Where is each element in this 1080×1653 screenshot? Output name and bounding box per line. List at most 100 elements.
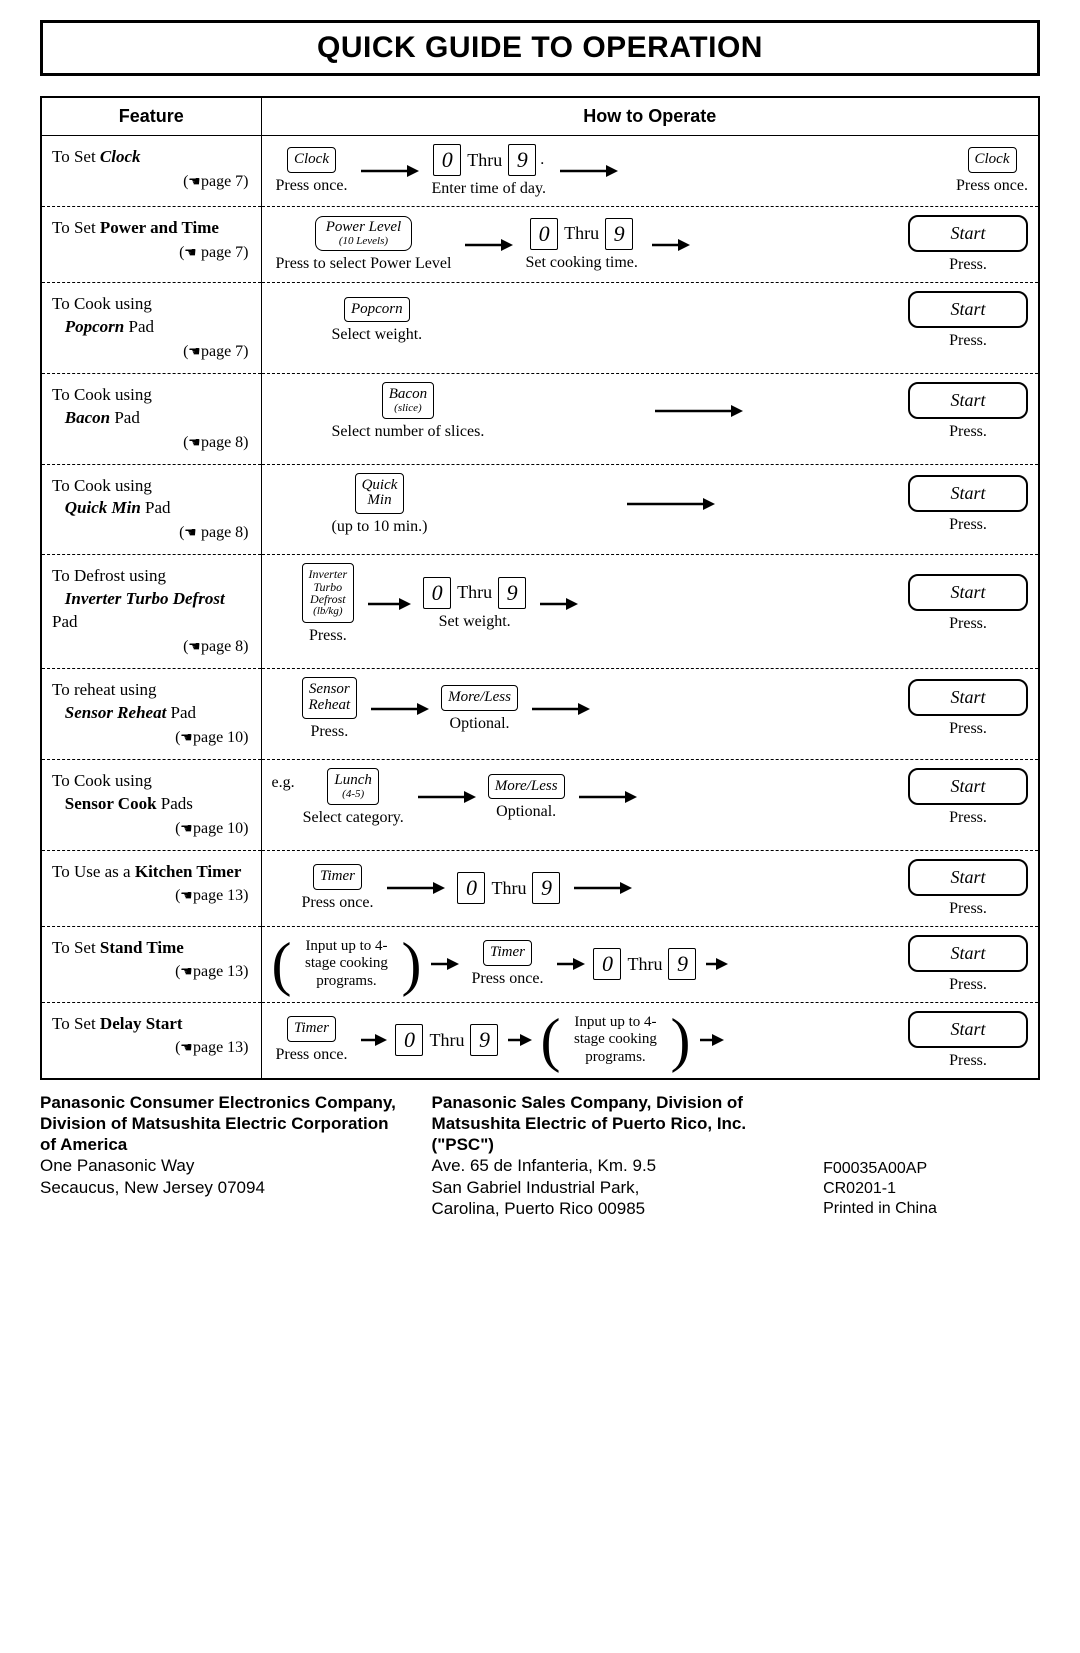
- arrow-icon: [369, 701, 429, 717]
- bacon-button[interactable]: Bacon (slice): [382, 382, 434, 419]
- table-row: To reheat using Sensor Reheat Pad (☛page…: [41, 669, 1039, 760]
- header-operate: How to Operate: [261, 97, 1039, 136]
- footer-col-1: Panasonic Consumer Electronics Company, …: [40, 1092, 402, 1220]
- feature-cell: To Cook using Bacon Pad (☛page 8): [41, 373, 261, 464]
- start-button[interactable]: Start: [908, 1011, 1028, 1048]
- arrow-icon: [572, 880, 632, 896]
- arrow-icon: [506, 1032, 532, 1048]
- feature-cell: To Cook using Popcorn Pad (☛page 7): [41, 283, 261, 374]
- arrow-icon: [463, 237, 513, 253]
- more-less-button[interactable]: More/Less: [441, 685, 518, 711]
- timer-button[interactable]: Timer: [483, 940, 532, 966]
- timer-button[interactable]: Timer: [313, 864, 362, 890]
- start-button[interactable]: Start: [908, 382, 1028, 419]
- guide-table: Feature How to Operate To Set Clock (☛pa…: [40, 96, 1040, 1080]
- operate-cell: ( Input up to 4-stage cooking programs. …: [261, 926, 1039, 1002]
- operate-cell: Power Level (10 Levels) Press to select …: [261, 207, 1039, 283]
- footer-col-2: Panasonic Sales Company, Division of Mat…: [432, 1092, 794, 1220]
- feature-cell: To reheat using Sensor Reheat Pad (☛page…: [41, 669, 261, 760]
- operate-cell: Clock Press once. 0 Thru 9 . Enter time …: [261, 136, 1039, 207]
- sensor-reheat-button[interactable]: Sensor Reheat: [302, 677, 358, 719]
- start-button[interactable]: Start: [908, 768, 1028, 805]
- digit-9[interactable]: 9: [470, 1024, 498, 1056]
- table-row: To Set Clock (☛page 7) Clock Press once.…: [41, 136, 1039, 207]
- more-less-button[interactable]: More/Less: [488, 774, 565, 800]
- digit-0[interactable]: 0: [433, 144, 461, 176]
- operate-cell: Bacon (slice) Select number of slices. S…: [261, 373, 1039, 464]
- arrow-icon: [625, 496, 715, 512]
- operate-cell: Inverter Turbo Defrost (lb/kg) Press. 0 …: [261, 555, 1039, 669]
- inverter-defrost-button[interactable]: Inverter Turbo Defrost (lb/kg): [302, 563, 355, 622]
- operate-cell: e.g. Lunch (4-5) Select category. More/L…: [261, 759, 1039, 850]
- title-box: QUICK GUIDE TO OPERATION: [40, 20, 1040, 76]
- operate-cell: Timer Press once. 0 Thru 9 Star: [261, 850, 1039, 926]
- table-row: To Use as a Kitchen Timer (☛page 13) Tim…: [41, 850, 1039, 926]
- arrow-icon: [650, 237, 690, 253]
- digit-0[interactable]: 0: [530, 218, 558, 250]
- arrow-icon: [416, 789, 476, 805]
- arrow-icon: [653, 403, 743, 419]
- table-row: To Cook using Quick Min Pad (☛ page 8) Q…: [41, 464, 1039, 555]
- feature-cell: To Use as a Kitchen Timer (☛page 13): [41, 850, 261, 926]
- power-level-button[interactable]: Power Level (10 Levels): [315, 216, 412, 251]
- table-row: To Set Power and Time (☛ page 7) Power L…: [41, 207, 1039, 283]
- digit-9[interactable]: 9: [668, 948, 696, 980]
- arrow-icon: [538, 596, 578, 612]
- start-button[interactable]: Start: [908, 475, 1028, 512]
- arrow-icon: [385, 880, 445, 896]
- arrow-icon: [577, 789, 637, 805]
- arrow-icon: [530, 701, 590, 717]
- table-row: To Cook using Popcorn Pad (☛page 7) Popc…: [41, 283, 1039, 374]
- footer: Panasonic Consumer Electronics Company, …: [40, 1092, 1040, 1220]
- arrow-icon: [704, 956, 728, 972]
- footer-col-3: F00035A00AP CR0201-1 Printed in China: [823, 1159, 1040, 1219]
- start-button[interactable]: Start: [908, 935, 1028, 972]
- clock-button[interactable]: Clock: [287, 147, 336, 173]
- table-row: To Defrost using Inverter Turbo Defrost …: [41, 555, 1039, 669]
- arrow-icon: [429, 956, 459, 972]
- digit-0[interactable]: 0: [593, 948, 621, 980]
- feature-cell: To Set Power and Time (☛ page 7): [41, 207, 261, 283]
- header-feature: Feature: [41, 97, 261, 136]
- feature-cell: To Set Clock (☛page 7): [41, 136, 261, 207]
- digit-9[interactable]: 9: [508, 144, 536, 176]
- feature-cell: To Cook using Quick Min Pad (☛ page 8): [41, 464, 261, 555]
- digit-9[interactable]: 9: [532, 872, 560, 904]
- feature-cell: To Cook using Sensor Cook Pads (☛page 10…: [41, 759, 261, 850]
- arrow-icon: [359, 163, 419, 179]
- operate-cell: Sensor Reheat Press. More/Less Optional.…: [261, 669, 1039, 760]
- lunch-button[interactable]: Lunch (4-5): [327, 768, 379, 805]
- operate-cell: Timer Press once. 0 Thru 9 ( Input up to…: [261, 1002, 1039, 1079]
- feature-cell: To Set Stand Time (☛page 13): [41, 926, 261, 1002]
- digit-0[interactable]: 0: [423, 577, 451, 609]
- start-button[interactable]: Start: [908, 679, 1028, 716]
- popcorn-button[interactable]: Popcorn: [344, 297, 410, 323]
- clock-button[interactable]: Clock: [968, 147, 1017, 173]
- feature-cell: To Defrost using Inverter Turbo Defrost …: [41, 555, 261, 669]
- operate-cell: Popcorn Select weight. Start Press.: [261, 283, 1039, 374]
- timer-button[interactable]: Timer: [287, 1016, 336, 1042]
- arrow-icon: [366, 596, 411, 612]
- table-row: To Set Delay Start (☛page 13) Timer Pres…: [41, 1002, 1039, 1079]
- page-title: QUICK GUIDE TO OPERATION: [43, 31, 1037, 65]
- brace-note: ( Input up to 4-stage cooking programs. …: [540, 1014, 690, 1066]
- brace-note: ( Input up to 4-stage cooking programs. …: [272, 938, 422, 990]
- start-button[interactable]: Start: [908, 215, 1028, 252]
- digit-0[interactable]: 0: [457, 872, 485, 904]
- table-row: To Set Stand Time (☛page 13) ( Input up …: [41, 926, 1039, 1002]
- table-row: To Cook using Bacon Pad (☛page 8) Bacon …: [41, 373, 1039, 464]
- arrow-icon: [558, 163, 618, 179]
- digit-9[interactable]: 9: [605, 218, 633, 250]
- table-row: To Cook using Sensor Cook Pads (☛page 10…: [41, 759, 1039, 850]
- arrow-icon: [555, 956, 585, 972]
- arrow-icon: [359, 1032, 387, 1048]
- digit-0[interactable]: 0: [395, 1024, 423, 1056]
- operate-cell: Quick Min (up to 10 min.) Start Press.: [261, 464, 1039, 555]
- start-button[interactable]: Start: [908, 859, 1028, 896]
- start-button[interactable]: Start: [908, 574, 1028, 611]
- digit-9[interactable]: 9: [498, 577, 526, 609]
- quick-min-button[interactable]: Quick Min: [355, 473, 405, 515]
- start-button[interactable]: Start: [908, 291, 1028, 328]
- arrow-icon: [698, 1032, 724, 1048]
- feature-cell: To Set Delay Start (☛page 13): [41, 1002, 261, 1079]
